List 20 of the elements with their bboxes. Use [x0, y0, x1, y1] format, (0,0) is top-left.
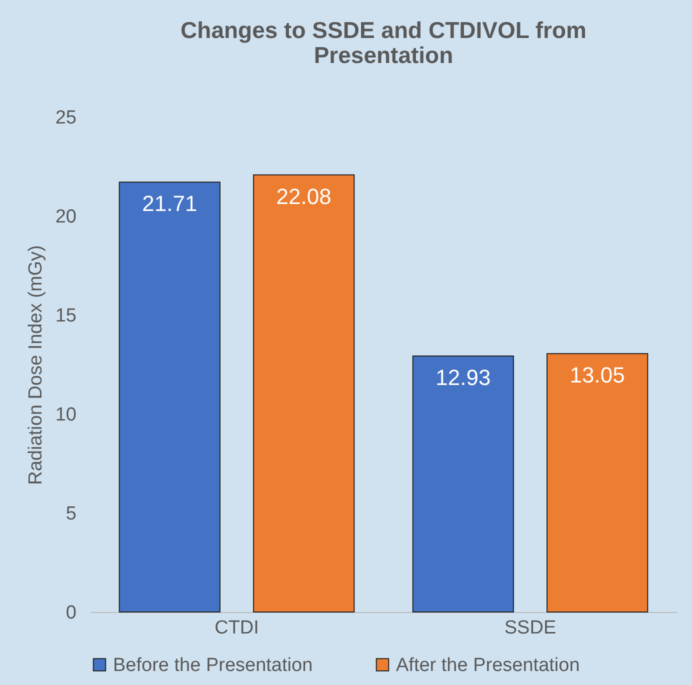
y-tick-label: 25: [55, 108, 76, 128]
bar: [118, 182, 220, 612]
bar: [253, 174, 355, 612]
x-tick-label: SSDE: [504, 618, 556, 638]
y-tick-label: 0: [66, 602, 76, 624]
y-axis-title: Radiation Dose Index (mGy): [25, 245, 46, 485]
y-tick-label: 20: [55, 206, 76, 228]
data-label: 22.08: [276, 184, 332, 209]
y-tick-label: 15: [55, 306, 76, 326]
data-label: 21.71: [142, 191, 198, 216]
chart-title: Changes to SSDE and CTDIVOL from Presentation: [180, 17, 586, 68]
y-tick-label: 5: [66, 504, 76, 524]
legend-label: Before the Presentation: [113, 654, 313, 676]
data-label: 13.05: [570, 362, 625, 388]
legend-label: After the Presentation: [396, 654, 580, 676]
bar: [546, 353, 648, 612]
data-label: 12.93: [436, 364, 491, 390]
y-tick-label: 10: [55, 404, 76, 426]
bar: [412, 355, 514, 612]
x-tick-label: CTDI: [214, 618, 259, 638]
